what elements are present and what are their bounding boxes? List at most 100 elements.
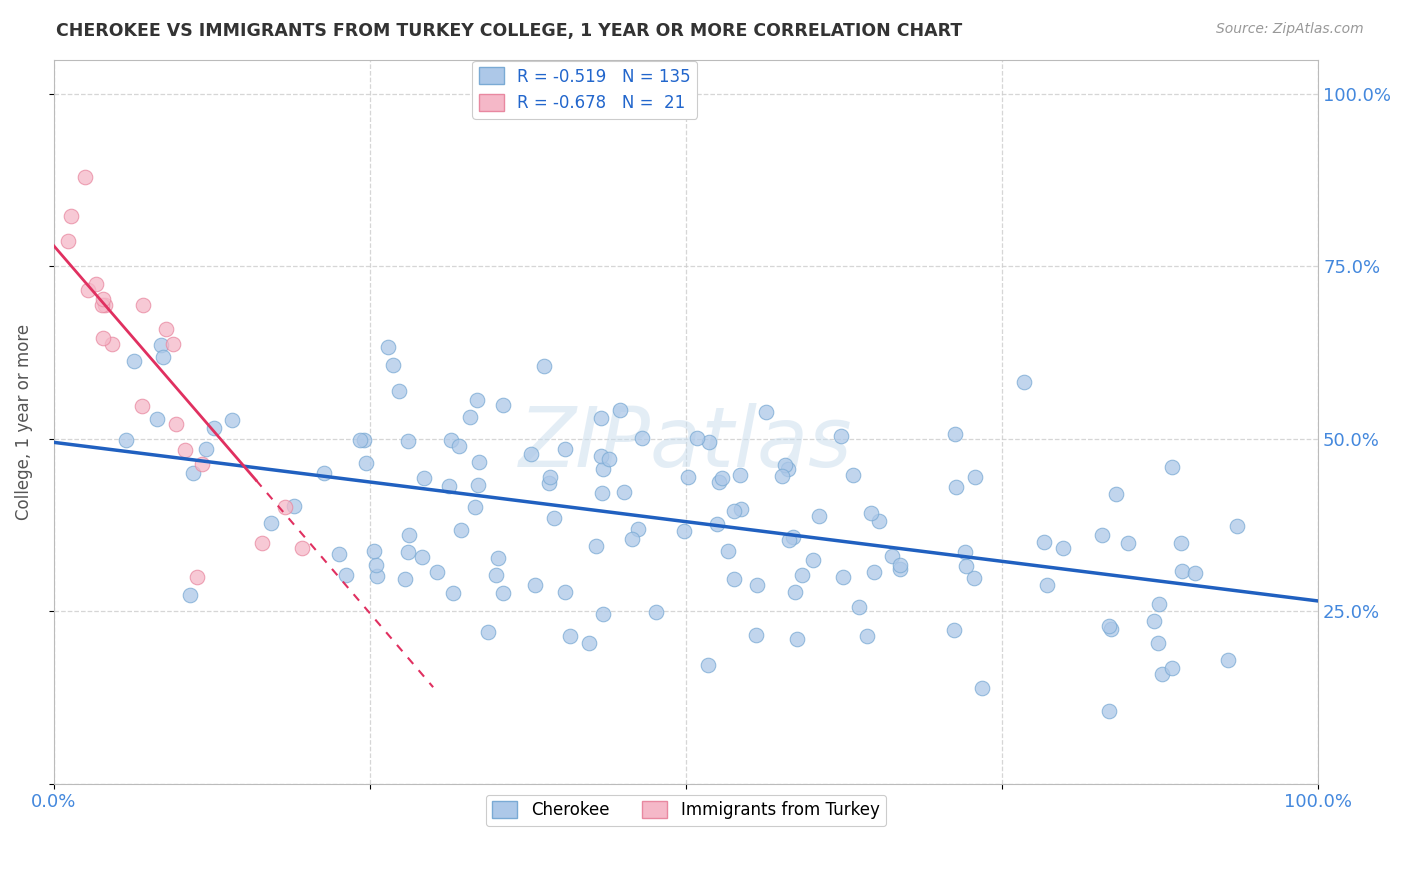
Point [1226,519,1249,533]
Point [943,427,966,442]
Point [396,434,419,448]
Point [841,468,863,483]
Point [440,433,463,447]
Point [477,625,499,640]
Point [730,502,752,516]
Point [486,551,509,566]
Point [792,568,814,582]
Point [366,569,388,583]
Point [335,567,357,582]
Text: Source: ZipAtlas.com: Source: ZipAtlas.com [1216,22,1364,37]
Point [413,471,436,485]
Point [150,338,173,352]
Point [889,558,911,572]
Point [962,571,984,585]
Point [673,524,696,538]
Point [848,599,870,614]
Point [801,553,824,567]
Point [578,636,600,650]
Point [1184,566,1206,580]
Point [377,340,399,354]
Point [353,433,375,447]
Point [543,511,565,525]
Point [314,467,336,481]
Point [830,429,852,443]
Legend: Cherokee, Immigrants from Turkey: Cherokee, Immigrants from Turkey [485,795,886,826]
Point [101,336,124,351]
Point [591,449,613,463]
Point [165,417,187,431]
Point [786,632,808,646]
Point [943,623,966,637]
Point [411,549,433,564]
Point [538,475,561,490]
Point [283,499,305,513]
Point [880,549,903,563]
Point [202,421,225,435]
Point [381,358,404,372]
Point [464,500,486,514]
Point [1216,653,1239,667]
Point [190,457,212,471]
Point [685,431,707,445]
Point [132,298,155,312]
Point [396,544,419,558]
Point [1099,622,1122,636]
Point [1143,614,1166,628]
Point [1105,487,1128,501]
Point [832,570,855,584]
Point [1147,597,1170,611]
Point [856,629,879,643]
Point [953,545,976,559]
Point [778,462,800,476]
Point [945,480,967,494]
Point [1033,535,1056,549]
Point [782,530,804,544]
Point [1090,528,1112,542]
Point [1170,536,1192,550]
Point [75,169,97,184]
Point [745,578,768,592]
Point [467,477,489,491]
Point [783,585,806,599]
Point [77,284,100,298]
Point [723,572,745,586]
Point [458,410,481,425]
Point [523,578,546,592]
Point [1012,376,1035,390]
Point [221,412,243,426]
Point [697,435,720,450]
Point [485,568,508,582]
Point [387,384,409,398]
Point [533,359,555,373]
Point [186,570,208,584]
Point [868,515,890,529]
Point [697,658,720,673]
Point [56,234,79,248]
Point [728,467,751,482]
Point [59,209,82,223]
Point [1118,535,1140,549]
Point [1150,667,1173,681]
Point [179,588,201,602]
Point [1098,704,1121,718]
Point [91,331,114,345]
Point [770,468,793,483]
Point [441,585,464,599]
Point [131,399,153,413]
Point [94,298,117,312]
Point [492,398,515,412]
Point [1146,636,1168,650]
Point [706,516,728,531]
Point [955,559,977,574]
Point [1097,619,1119,633]
Point [592,607,614,621]
Point [554,585,576,599]
Point [1171,564,1194,578]
Point [965,469,987,483]
Point [162,337,184,351]
Point [711,470,734,484]
Point [250,536,273,550]
Point [181,466,204,480]
Text: CHEROKEE VS IMMIGRANTS FROM TURKEY COLLEGE, 1 YEAR OR MORE CORRELATION CHART: CHEROKEE VS IMMIGRANTS FROM TURKEY COLLE… [56,22,963,40]
